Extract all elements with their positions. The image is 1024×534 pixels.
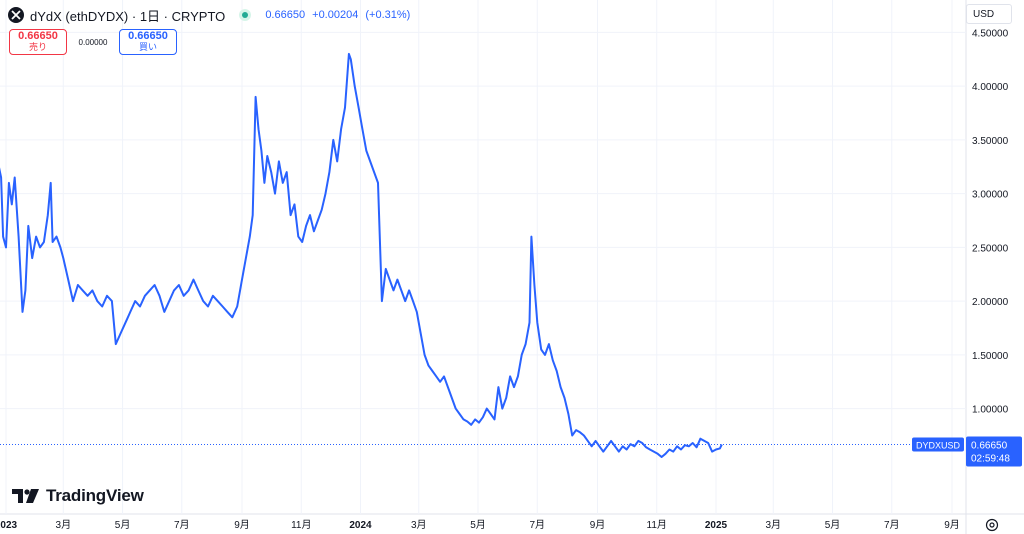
price-tag-value: 0.66650 bbox=[971, 441, 1008, 452]
tradingview-logo[interactable]: TradingView bbox=[12, 486, 144, 506]
y-tick-label: 4.00000 bbox=[972, 82, 1009, 93]
x-tick-label: 7月 bbox=[174, 519, 190, 531]
x-tick-label: 5月 bbox=[470, 519, 486, 531]
price-quote: 0.66650 +0.00204 (+0.31%) bbox=[265, 9, 410, 21]
price-series-line bbox=[0, 52, 723, 458]
y-tick-label: 3.50000 bbox=[972, 136, 1009, 147]
price-change-percent: (+0.31%) bbox=[365, 9, 411, 21]
trade-panel: 0.66650 売り 0.00000 0.66650 買い bbox=[9, 29, 177, 55]
buy-button[interactable]: 0.66650 買い bbox=[119, 29, 177, 55]
x-tick-label: 9月 bbox=[944, 519, 960, 531]
x-tick-label: 7月 bbox=[529, 519, 545, 531]
current-price-tag: DYDXUSD 0.66650 02:59:48 bbox=[912, 436, 1022, 467]
buy-price: 0.66650 bbox=[128, 30, 168, 42]
price-axis[interactable]: 4.50000 4.00000 3.50000 3.00000 2.50000 2.000… bbox=[972, 28, 1009, 415]
symbol-tag-bg bbox=[912, 437, 964, 452]
buy-label: 買い bbox=[138, 42, 157, 52]
y-tick-label: 4.50000 bbox=[972, 28, 1009, 39]
x-tick-label: 9月 bbox=[234, 519, 250, 531]
y-tick-label: 1.00000 bbox=[972, 405, 1009, 416]
status-dot-icon bbox=[239, 9, 252, 21]
dydx-icon bbox=[8, 7, 24, 23]
symbol-header: dYdX (ethDYDX) · 1日 · CRYPTO 0.66650 +0.… bbox=[8, 6, 410, 24]
sell-price: 0.66650 bbox=[18, 30, 58, 42]
x-tick-label: 9月 bbox=[590, 519, 606, 531]
y-tick-label: 2.00000 bbox=[972, 297, 1009, 308]
currency-selector[interactable]: USD bbox=[966, 4, 1012, 24]
brand-name: TradingView bbox=[46, 486, 144, 505]
x-tick-label: 5月 bbox=[115, 519, 131, 531]
x-tick-label: 7月 bbox=[884, 519, 900, 531]
y-tick-label: 2.50000 bbox=[972, 243, 1009, 254]
sell-button[interactable]: 0.66650 売り bbox=[9, 29, 67, 55]
x-tick-label: 2025 bbox=[705, 520, 728, 531]
x-tick-label: 2024 bbox=[349, 520, 372, 531]
y-tick-label: 1.50000 bbox=[972, 351, 1009, 362]
price-tag-bg bbox=[966, 436, 1022, 467]
settings-icon[interactable] bbox=[984, 517, 1000, 533]
x-tick-label: 5月 bbox=[825, 519, 841, 531]
x-tick-label: 11月 bbox=[291, 519, 311, 531]
sell-label: 売り bbox=[28, 42, 47, 52]
time-axis[interactable]: 2023 3月 5月 7月 9月 11月 2024 3月 5月 7月 9月 11月 2025 3月 5月 7月… bbox=[0, 519, 960, 531]
x-tick-label: 3月 bbox=[56, 519, 72, 531]
last-price: 0.66650 bbox=[265, 9, 306, 21]
x-tick-label: 2023 bbox=[0, 520, 18, 531]
x-tick-label: 3月 bbox=[766, 519, 782, 531]
symbol-title[interactable]: dYdX (ethDYDX) · 1日 · CRYPTO bbox=[30, 8, 226, 24]
spread-value: 0.00000 bbox=[78, 37, 108, 47]
x-tick-label: 11月 bbox=[647, 519, 667, 531]
tradingview-logo-icon bbox=[12, 489, 39, 503]
y-tick-label: 3.00000 bbox=[972, 190, 1009, 201]
price-change: +0.00204 bbox=[312, 9, 359, 21]
price-tag-countdown: 02:59:48 bbox=[971, 454, 1010, 465]
x-tick-label: 3月 bbox=[411, 519, 427, 531]
symbol-tag-label: DYDXUSD bbox=[916, 441, 961, 451]
